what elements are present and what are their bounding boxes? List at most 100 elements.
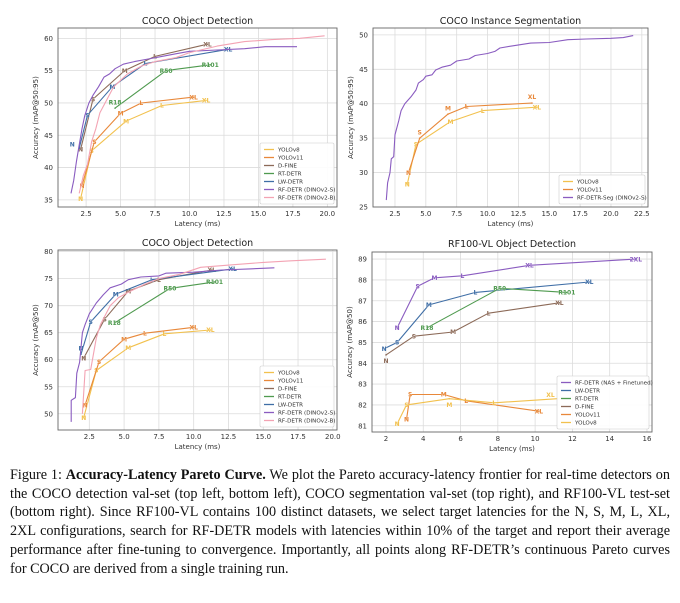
data-point xyxy=(493,402,495,404)
y-tick-label: 82 xyxy=(358,401,367,409)
x-tick-label: 10 xyxy=(531,435,540,443)
chart-4: 2 4 6 8 10 12 14 16 81 82 83 84 85 86 87 88 89 RF100-VL O… xyxy=(346,239,653,453)
legend-frame xyxy=(259,142,335,205)
data-label: XL xyxy=(206,327,215,334)
y-tick-label: 25 xyxy=(359,204,368,212)
data-label: XL xyxy=(525,263,534,270)
data-point xyxy=(474,291,477,294)
series-yolov11: N S M L XL xyxy=(404,392,544,424)
data-point xyxy=(452,331,454,333)
data-point xyxy=(165,69,167,72)
data-point xyxy=(536,106,538,108)
data-label: N xyxy=(81,415,86,422)
axes-frame xyxy=(372,27,649,208)
legend-entry: RF-DETR (DINOv2-S) xyxy=(278,411,335,417)
legend-entry: LW-DETR xyxy=(575,389,600,395)
data-point xyxy=(144,332,146,335)
data-point xyxy=(461,274,464,277)
y-tick-label: 40 xyxy=(44,164,53,172)
data-point xyxy=(163,332,166,335)
data-point xyxy=(92,98,94,100)
data-label: R50 xyxy=(160,68,173,75)
data-label: S xyxy=(85,112,89,119)
series-rt-detr: R18 R50 R101 xyxy=(420,285,575,332)
data-point xyxy=(383,347,385,350)
data-point xyxy=(415,143,417,146)
legend-entry: RF-DETR (DINOv2-B) xyxy=(278,196,335,202)
data-label: R50 xyxy=(493,285,506,292)
data-point xyxy=(447,113,449,115)
y-tick-label: 88 xyxy=(358,276,367,284)
x-tick-label: 8 xyxy=(496,435,500,443)
data-label: M xyxy=(123,118,129,125)
data-label: N xyxy=(78,196,83,203)
x-tick-label: 17.5 xyxy=(290,433,306,441)
data-point xyxy=(405,404,408,406)
data-label: XL xyxy=(533,104,542,111)
data-label: M xyxy=(431,275,437,282)
series-rf-detr-nas-finetuned-: N S M L XL 2XL xyxy=(395,256,643,332)
data-point xyxy=(151,278,153,281)
x-tick-label: 7.5 xyxy=(153,433,164,441)
data-point xyxy=(426,327,428,329)
x-tick-label: 2.5 xyxy=(81,210,92,218)
legend-entry: LW-DETR xyxy=(278,403,303,409)
data-point xyxy=(209,329,212,331)
y-tick-label: 55 xyxy=(44,67,53,75)
data-label: S xyxy=(417,129,421,136)
data-point xyxy=(413,335,415,337)
data-label: N xyxy=(405,181,410,188)
x-tick-label: 5.0 xyxy=(420,210,431,218)
data-label: N xyxy=(383,358,388,365)
data-label: S xyxy=(408,392,412,399)
axes-frame xyxy=(57,27,338,208)
y-tick-label: 35 xyxy=(359,135,368,143)
data-label: L xyxy=(460,273,464,280)
data-point xyxy=(416,285,419,287)
legend-entry: D-FINE xyxy=(575,405,594,411)
legend-entry: LW-DETR xyxy=(278,180,303,186)
series-rf-detr-dinov2-s- xyxy=(70,267,275,422)
data-label: M xyxy=(122,68,128,75)
data-label: N xyxy=(395,421,400,428)
chart-title: COCO Object Detection xyxy=(142,238,253,249)
data-label: R101 xyxy=(558,290,575,297)
y-tick-label: 50 xyxy=(44,99,53,107)
data-label: XL xyxy=(202,98,211,105)
data-label: M xyxy=(448,119,454,126)
caption-text: We plot the Pareto accuracy-latency fron… xyxy=(10,467,670,577)
series-line xyxy=(396,258,636,329)
y-tick-label: 60 xyxy=(44,356,53,364)
data-label: 2XL xyxy=(629,256,642,263)
data-label: L xyxy=(492,400,496,407)
data-label: R18 xyxy=(108,320,121,327)
series-line xyxy=(70,267,275,422)
x-tick-label: 20.0 xyxy=(320,210,336,218)
data-point xyxy=(385,354,387,356)
data-point xyxy=(89,321,92,323)
data-label: S xyxy=(89,319,93,326)
x-tick-label: 10.0 xyxy=(186,433,202,441)
legend-entry: YOLOv8 xyxy=(277,371,300,377)
x-tick-label: 2.5 xyxy=(389,210,400,218)
data-point xyxy=(192,326,195,329)
data-point xyxy=(86,114,89,117)
data-point xyxy=(209,64,211,66)
y-tick-label: 50 xyxy=(359,31,368,39)
data-label: L xyxy=(464,398,468,405)
data-point xyxy=(396,327,398,329)
axes-frame xyxy=(371,251,653,433)
data-point xyxy=(487,312,490,315)
x-tick-label: 5.0 xyxy=(115,210,126,218)
data-label: M xyxy=(441,392,447,399)
data-point xyxy=(498,287,501,290)
series-yolov11: N S M L XL xyxy=(79,94,198,190)
x-axis-label: Latency (ms) xyxy=(175,443,221,451)
y-tick-label: 83 xyxy=(358,381,367,389)
y-axis-label: Accuracy (mAP@50) xyxy=(346,306,354,378)
data-label: S xyxy=(404,402,408,409)
data-point xyxy=(481,109,484,112)
x-tick-label: 12.5 xyxy=(221,433,237,441)
data-point xyxy=(103,318,106,320)
data-label: L xyxy=(160,103,164,110)
